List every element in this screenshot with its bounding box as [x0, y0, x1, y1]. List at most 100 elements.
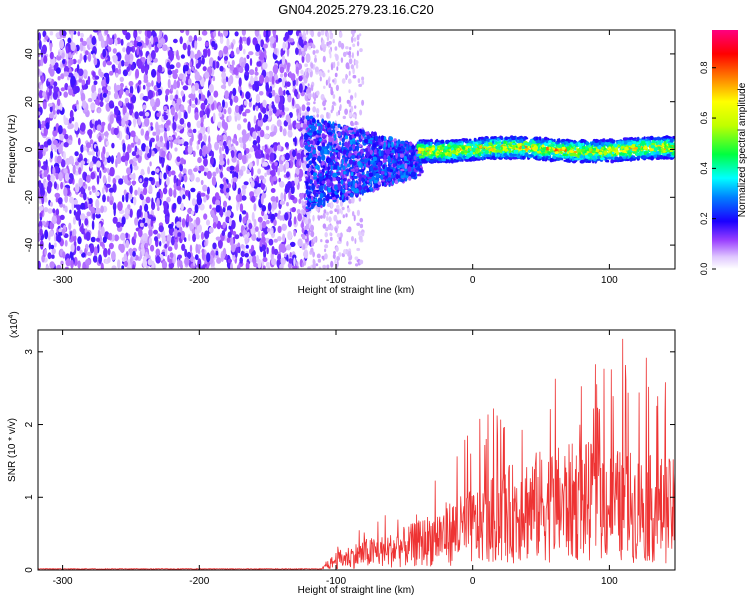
spectrogram-cell: [242, 216, 247, 225]
spectrogram-cell: [375, 183, 379, 189]
spectrogram-cell: [83, 181, 86, 187]
spectrogram-cell: [345, 213, 348, 218]
spectrogram-cell: [340, 169, 343, 176]
spectrogram-cell: [200, 179, 204, 186]
spectrogram-cell: [49, 31, 54, 36]
spectrogram-cell: [348, 141, 351, 145]
spectrogram-cell: [48, 113, 54, 119]
spectrogram-cell: [303, 249, 309, 259]
spectrogram-cell: [140, 128, 145, 136]
spectrogram-cell: [58, 228, 63, 233]
spectrogram-cell: [251, 233, 257, 241]
spectrogram-cell: [95, 198, 100, 209]
spectrogram-cell: [254, 30, 260, 37]
spectrogram-cell: [313, 167, 316, 172]
spectrogram-cell: [226, 38, 230, 48]
spectrogram-cell: [227, 158, 230, 166]
spectrogram-cell: [346, 228, 350, 233]
spectrogram-cell: [112, 177, 117, 185]
spectrogram-cell: [253, 115, 257, 125]
spectrogram-cell: [255, 51, 260, 57]
spectrogram-cell: [86, 211, 91, 217]
spectrogram-cell: [194, 71, 200, 82]
spectrogram-cell: [151, 68, 157, 78]
spectrogram-cell: [177, 232, 182, 237]
spectrogram-cell: [68, 123, 74, 129]
spectrogram-cell: [139, 222, 144, 227]
spectrogram-cell: [122, 142, 126, 153]
spectrogram-cell: [138, 80, 142, 85]
spectrogram-cell: [234, 105, 240, 113]
spectrogram-cell: [223, 108, 227, 115]
spectrogram-cell: [85, 258, 91, 266]
spectrogram-cell: [215, 250, 219, 256]
spectrogram-cell: [347, 250, 352, 258]
spectrogram-cell: [270, 177, 274, 187]
spectrogram-cell: [206, 219, 210, 226]
spectrogram-cell: [191, 66, 195, 71]
spectrogram-cell: [203, 196, 207, 203]
spectrogram-cell: [314, 57, 317, 63]
spectrogram-cell: [128, 92, 133, 98]
spectrogram-cell: [54, 62, 59, 69]
spectrogram-cell: [186, 214, 190, 223]
spectrogram-cell: [354, 121, 358, 126]
spectrogram-cell: [75, 184, 80, 193]
spectrogram-cell: [224, 90, 230, 100]
spectrogram-cell: [327, 187, 332, 193]
spectrogram-cell: [176, 195, 182, 205]
spectrogram-cell: [87, 186, 91, 191]
spectrogram-cell: [257, 143, 261, 151]
spectrogram-cell: [99, 170, 102, 179]
spectrogram-cell: [168, 187, 173, 197]
spectrogram-cell: [171, 100, 176, 106]
spectrogram-cell: [346, 190, 351, 194]
spectrogram-cell: [201, 30, 208, 36]
spectrogram-cell: [182, 194, 186, 200]
spectrogram-cell: [63, 187, 68, 197]
spectrogram-cell: [262, 161, 269, 167]
spectrogram-cell: [268, 92, 273, 99]
spectrogram-cell: [310, 62, 314, 69]
spectrogram-cell: [52, 90, 59, 100]
spectrogram-cell: [240, 104, 244, 112]
spectrogram-cell: [144, 117, 150, 127]
spectrogram-cell: [264, 75, 270, 85]
spectrogram-cell: [114, 175, 121, 180]
spectrogram-cell: [142, 104, 147, 110]
spectrogram-cell: [162, 44, 168, 52]
spectrogram-cell: [321, 154, 326, 161]
spectrogram-cell: [158, 177, 162, 186]
spectrogram-cell: [173, 174, 177, 185]
spectrogram-cell: [145, 145, 149, 154]
spectrogram-cell: [359, 259, 364, 265]
spectrogram-cell: [302, 162, 306, 169]
spectrogram-cell: [230, 243, 236, 253]
spectrogram-cell: [145, 196, 151, 204]
spectrogram-cell: [96, 124, 102, 132]
spectrogram-cell: [78, 217, 82, 227]
spectrogram-cell: [226, 210, 232, 217]
spectrogram-cell: [128, 47, 133, 52]
spectrogram-cell: [176, 80, 180, 89]
spectrogram-cell: [372, 142, 377, 148]
spectrogram-cell: [39, 228, 43, 236]
spectrogram-cell: [142, 84, 146, 90]
spectrogram-cell: [352, 211, 355, 217]
spectrogram-cell: [192, 233, 197, 243]
spectrogram-cell: [151, 150, 155, 157]
spectrogram-cell: [113, 92, 119, 100]
spectrogram-cell: [310, 30, 315, 38]
spectrogram-cell: [148, 228, 153, 237]
spectrogram-cell: [173, 139, 179, 144]
spectrogram-cell: [207, 95, 214, 105]
spectrogram-cell: [306, 55, 311, 63]
spectrogram-cell: [195, 177, 201, 183]
spectrogram-cell: [361, 190, 364, 196]
spectrogram-cell: [343, 171, 347, 175]
spectrogram-cell: [327, 157, 331, 164]
spectrogram-cell: [91, 185, 96, 191]
spectrogram-cell: [92, 255, 98, 263]
spectrogram-cell: [383, 136, 387, 142]
spectrogram-cell: [74, 151, 79, 157]
